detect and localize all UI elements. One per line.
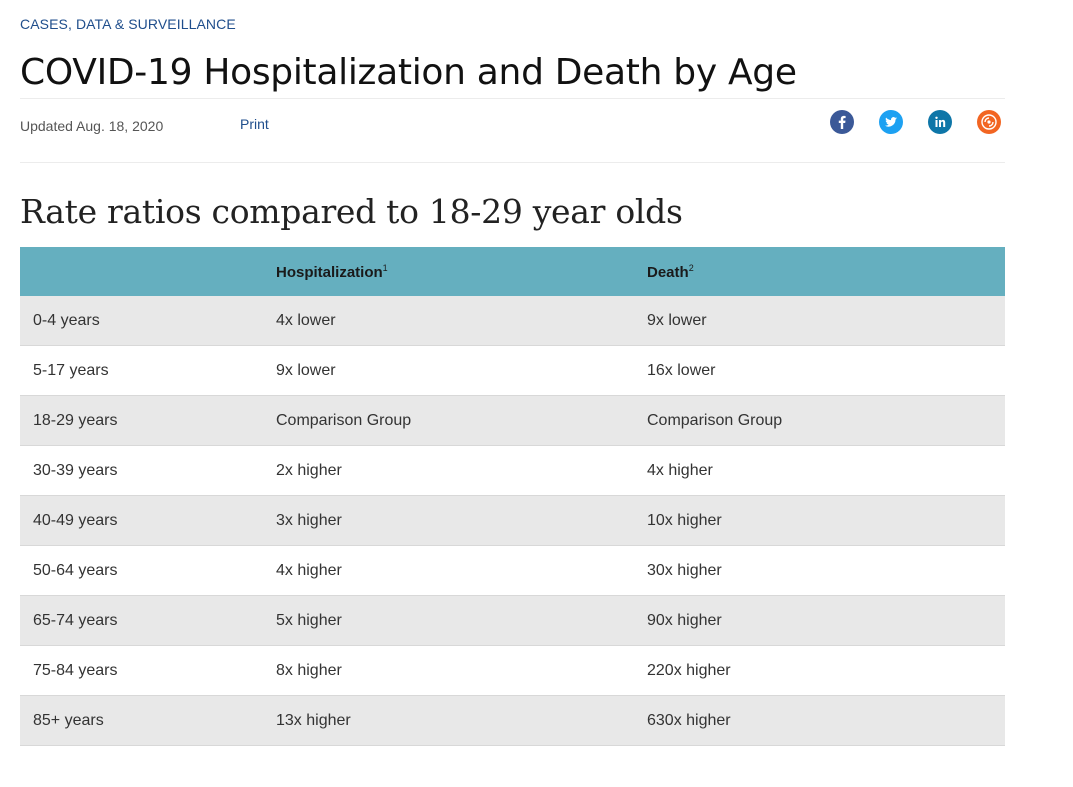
table-body: 0-4 years 4x lower 9x lower 5-17 years 9x lo… (20, 296, 1005, 746)
hospitalization-cell: 4x lower (276, 311, 336, 329)
age-group-cell: 5-17 years (33, 361, 109, 379)
page-title: COVID-19 Hospitalization and Death by Ag… (20, 52, 797, 93)
age-group-cell: 30-39 years (33, 461, 118, 479)
age-group-cell: 40-49 years (33, 511, 118, 529)
print-link[interactable]: Print (240, 116, 269, 132)
hospitalization-cell: 9x lower (276, 361, 336, 379)
death-cell: 9x lower (647, 311, 707, 329)
linkedin-share-button[interactable] (928, 110, 952, 134)
header-death: Death2 (647, 262, 694, 281)
table-row: 50-64 years 4x higher 30x higher (20, 546, 1005, 596)
updated-date: Updated Aug. 18, 2020 (20, 118, 164, 134)
hospitalization-cell: 2x higher (276, 461, 342, 479)
footnote-2-marker[interactable]: 2 (688, 262, 694, 273)
facebook-icon (838, 115, 846, 129)
divider (20, 98, 1005, 99)
syndicate-icon (981, 114, 997, 130)
header-hospitalization: Hospitalization1 (276, 262, 388, 281)
social-share-bar (830, 110, 1001, 134)
breadcrumb[interactable]: CASES, DATA & SURVEILLANCE (20, 16, 236, 32)
death-cell: 30x higher (647, 561, 722, 579)
divider (20, 162, 1005, 163)
table-row: 0-4 years 4x lower 9x lower (20, 296, 1005, 346)
hospitalization-cell: 8x higher (276, 661, 342, 679)
syndicate-share-button[interactable] (977, 110, 1001, 134)
table-row: 85+ years 13x higher 630x higher (20, 696, 1005, 746)
death-cell: Comparison Group (647, 411, 783, 429)
twitter-icon (885, 117, 897, 127)
hospitalization-cell: 13x higher (276, 711, 351, 729)
hospitalization-cell: 4x higher (276, 561, 342, 579)
footnote-1-marker[interactable]: 1 (382, 262, 388, 273)
rate-ratio-table: Hospitalization1 Death2 0-4 years 4x lowe… (20, 247, 1005, 746)
death-cell: 4x higher (647, 461, 713, 479)
facebook-share-button[interactable] (830, 110, 854, 134)
table-header: Hospitalization1 Death2 (20, 247, 1005, 296)
table-row: 65-74 years 5x higher 90x higher (20, 596, 1005, 646)
death-cell: 16x lower (647, 361, 716, 379)
age-group-cell: 50-64 years (33, 561, 118, 579)
table-row: 30-39 years 2x higher 4x higher (20, 446, 1005, 496)
age-group-cell: 85+ years (33, 711, 104, 729)
hospitalization-cell: 3x higher (276, 511, 342, 529)
table-row: 40-49 years 3x higher 10x higher (20, 496, 1005, 546)
twitter-share-button[interactable] (879, 110, 903, 134)
table-row: 75-84 years 8x higher 220x higher (20, 646, 1005, 696)
linkedin-icon (935, 116, 946, 127)
hospitalization-cell: Comparison Group (276, 411, 412, 429)
death-cell: 90x higher (647, 611, 722, 629)
section-title: Rate ratios compared to 18-29 year olds (20, 192, 683, 231)
age-group-cell: 18-29 years (33, 411, 118, 429)
death-cell: 220x higher (647, 661, 731, 679)
age-group-cell: 65-74 years (33, 611, 118, 629)
death-cell: 10x higher (647, 511, 722, 529)
table-row: 5-17 years 9x lower 16x lower (20, 346, 1005, 396)
death-cell: 630x higher (647, 711, 731, 729)
hospitalization-cell: 5x higher (276, 611, 342, 629)
age-group-cell: 0-4 years (33, 311, 100, 329)
table-row: 18-29 years Comparison Group Comparison Gr… (20, 396, 1005, 446)
age-group-cell: 75-84 years (33, 661, 118, 679)
